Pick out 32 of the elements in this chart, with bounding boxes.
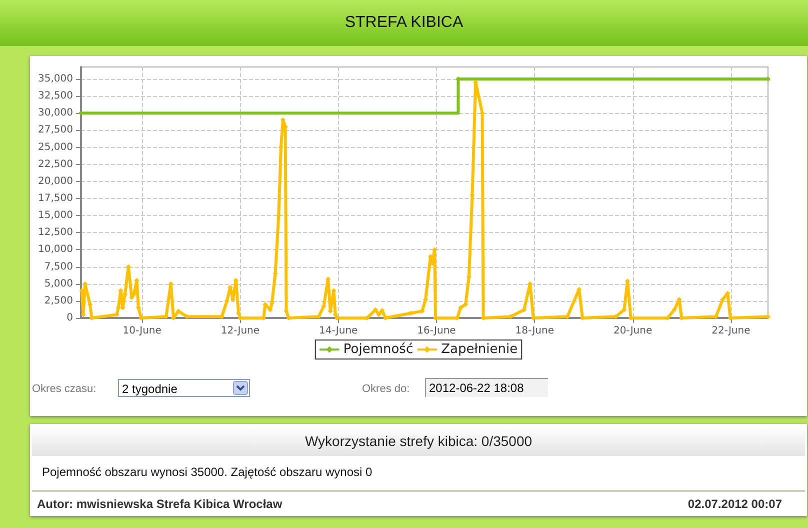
x-tick-label: 16-June [417, 326, 456, 336]
text: Wykorzystanie strefy kibica: 0/35000 [32, 426, 805, 456]
text: 02.07.2012 00:07 [688, 497, 782, 511]
x-tick-label: 18-June [515, 326, 554, 336]
x-tick-label: 22-June [712, 326, 750, 336]
y-tick-label: 7,500 [44, 261, 73, 272]
text: Autor: mwisniewska Strefa Kibica Wrocław [37, 497, 282, 511]
y-tick-label: 25,000 [38, 142, 73, 153]
legend-label: Pojemność [343, 342, 414, 357]
y-tick-label: 20,000 [38, 176, 73, 187]
y-tick-label: 17,500 [38, 192, 73, 204]
y-tick-label: 22,500 [38, 158, 73, 170]
x-tick-label: 14-June [319, 326, 358, 336]
y-tick-label: 0 [66, 312, 73, 324]
y-tick-label: 27,500 [38, 124, 73, 136]
x-tick-label: 10-June [122, 326, 162, 336]
y-tick-label: 30,000 [38, 108, 73, 119]
y-tick-label: 32,500 [38, 90, 73, 102]
y-tick-label: 35,000 [38, 73, 73, 84]
y-tick-label: 15,000 [38, 210, 73, 222]
y-tick-label: 12,500 [38, 227, 73, 238]
y-tick-label: 5,000 [44, 278, 73, 290]
y-tick-label: 10,000 [38, 244, 73, 256]
text: Pojemność obszaru wynosi 35000. Zajętość obszaru wynosi 0 [42, 465, 372, 479]
x-tick-label: 12-June [220, 326, 260, 336]
text: Okres do: [362, 383, 410, 395]
text: Okres czasu: [32, 383, 96, 395]
x-tick-label: 20-June [613, 326, 652, 336]
y-tick-label: 2,500 [44, 295, 73, 306]
text: 2 tygodnie [118, 379, 250, 397]
legend-label: Zapełnienie [441, 342, 518, 357]
chart-title: STREFA KIBICA [0, 0, 808, 46]
